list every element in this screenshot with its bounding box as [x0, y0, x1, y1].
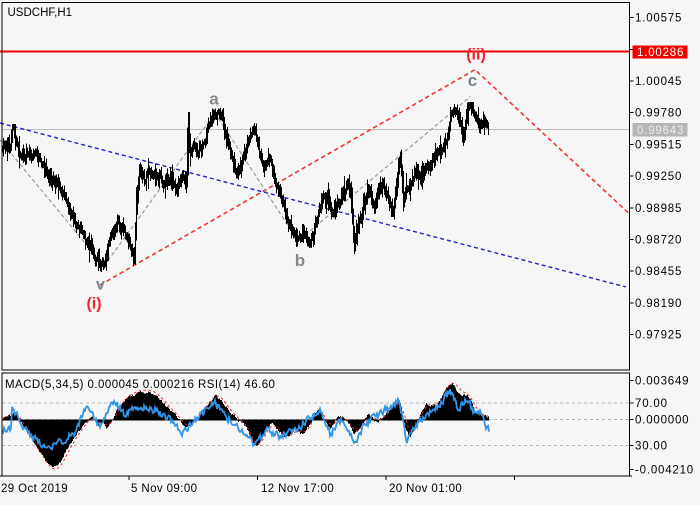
svg-text:(i): (i)	[86, 296, 101, 313]
svg-text:0.003649: 0.003649	[635, 375, 689, 387]
svg-text:c: c	[468, 71, 477, 90]
svg-text:0.97925: 0.97925	[635, 330, 682, 342]
svg-text:30.00: 30.00	[635, 440, 668, 452]
svg-text:0.98455: 0.98455	[635, 266, 682, 278]
svg-text:1.00045: 1.00045	[635, 76, 682, 88]
svg-text:0.98985: 0.98985	[635, 203, 682, 215]
svg-text:0.98190: 0.98190	[635, 298, 682, 310]
svg-text:0.99515: 0.99515	[635, 139, 682, 151]
svg-text:1.00286: 1.00286	[637, 47, 684, 59]
svg-text:a: a	[209, 90, 219, 109]
svg-text:(ii): (ii)	[466, 47, 486, 64]
svg-text:20 Nov 01:00: 20 Nov 01:00	[389, 483, 462, 495]
svg-text:0.000000: 0.000000	[635, 414, 689, 426]
svg-text:1.00575: 1.00575	[635, 13, 682, 25]
svg-text:0.98720: 0.98720	[635, 235, 682, 247]
svg-text:b: b	[295, 251, 305, 270]
svg-text:0.99643: 0.99643	[637, 125, 684, 137]
svg-text:-0.004210: -0.004210	[635, 465, 694, 477]
svg-text:v: v	[96, 277, 105, 294]
svg-text:70.00: 70.00	[635, 398, 668, 410]
svg-text:5 Nov 09:00: 5 Nov 09:00	[131, 483, 197, 495]
svg-text:29 Oct 2019: 29 Oct 2019	[1, 483, 68, 495]
svg-text:MACD(5,34,5) 0.000045 0.000216: MACD(5,34,5) 0.000045 0.000216 RSI(14) 4…	[5, 379, 275, 391]
svg-text:USDCHF,H1: USDCHF,H1	[8, 7, 73, 19]
svg-text:0.99250: 0.99250	[635, 171, 682, 183]
svg-text:12 Nov 17:00: 12 Nov 17:00	[261, 483, 334, 495]
svg-text:0.99780: 0.99780	[635, 108, 682, 120]
